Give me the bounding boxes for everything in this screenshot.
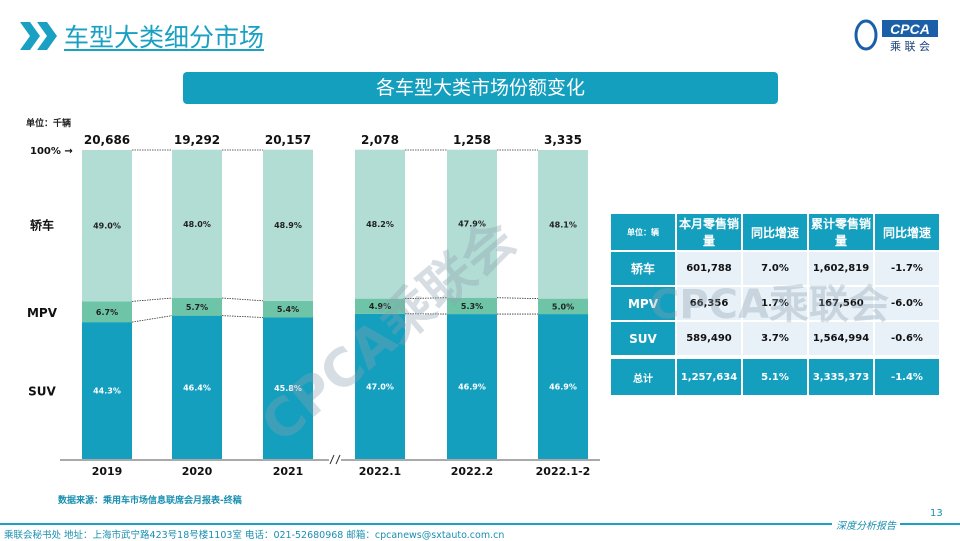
cell: 1,257,634 <box>677 359 741 395</box>
header-cell: 单位：辆 <box>611 214 675 250</box>
data-label: 44.3% <box>93 387 121 396</box>
total-label: 1,258 <box>453 133 491 147</box>
cell: 589,490 <box>677 322 741 355</box>
data-label: 48.2% <box>366 220 394 229</box>
row-label: 轿车 <box>611 252 675 285</box>
data-label: 47.0% <box>366 382 394 391</box>
data-label: 48.0% <box>183 220 211 229</box>
row-label: 轿车 <box>30 218 54 233</box>
data-label: 45.8% <box>274 384 302 393</box>
data-source: 数据来源：乘用车市场信息联席会月报表-终稿 <box>58 493 242 506</box>
page-number: 13 <box>930 508 943 519</box>
x-tick-label: 2019 <box>92 465 123 475</box>
connector-line <box>132 298 172 301</box>
row-label: 总计 <box>611 359 675 395</box>
data-label: 46.9% <box>549 383 577 392</box>
total-label: 20,157 <box>265 133 311 147</box>
page-title: 车型大类细分市场 <box>64 18 264 54</box>
data-label: 47.9% <box>458 220 486 229</box>
cell: -1.4% <box>875 359 939 395</box>
cell: 1,564,994 <box>809 322 873 355</box>
total-label: 3,335 <box>544 133 582 147</box>
table-header: 单位：辆 本月零售销量 同比增速 累计零售销量 同比增速 <box>611 214 939 250</box>
chevron-icon <box>20 22 60 50</box>
footer-address: 乘联会秘书处 地址：上海市武宁路423号18号楼1103室 电话：021-526… <box>4 527 504 541</box>
report-label: 深度分析报告 <box>832 517 900 532</box>
x-tick-label: 2020 <box>182 465 213 475</box>
svg-text:乘 联 会: 乘 联 会 <box>890 40 930 52</box>
cell: 1,602,819 <box>809 252 873 285</box>
cell: 3,335,373 <box>809 359 873 395</box>
cpca-logo: CPCA 乘 联 会 <box>852 18 940 52</box>
svg-text:CPCA: CPCA <box>890 21 930 37</box>
data-label: 5.0% <box>552 302 574 311</box>
total-label: 20,686 <box>84 133 130 147</box>
cell: 66,356 <box>677 287 741 320</box>
cell: -1.7% <box>875 252 939 285</box>
data-label: 5.3% <box>461 302 483 311</box>
row-label: SUV <box>28 385 56 399</box>
cell: 1.7% <box>743 287 807 320</box>
connector-line <box>405 298 447 299</box>
x-tick-label: 2022.2 <box>451 465 493 475</box>
cell: 601,788 <box>677 252 741 285</box>
data-label: 49.0% <box>93 222 121 231</box>
cell: -6.0% <box>875 287 939 320</box>
x-tick-label: 2022.1-2 <box>536 465 591 475</box>
data-label: 48.9% <box>274 221 302 230</box>
data-label: 46.4% <box>183 383 211 392</box>
cell: -0.6% <box>875 322 939 355</box>
data-label: 5.7% <box>186 303 208 312</box>
header-cell: 累计零售销量 <box>809 214 873 250</box>
connector-line <box>222 298 263 301</box>
x-tick-label: 2021 <box>273 465 304 475</box>
row-label: MPV <box>27 306 58 320</box>
data-label: 4.9% <box>369 302 391 311</box>
stacked-bar-chart: 44.3% 6.7% 49.0% 20,686 2019 46.4% 5.7% 48.0% 19… <box>0 125 600 475</box>
row-label: SUV <box>611 322 675 355</box>
data-label: 48.1% <box>549 220 577 229</box>
data-label: 6.7% <box>96 308 118 317</box>
cell: 167,560 <box>809 287 873 320</box>
total-label: 19,292 <box>174 133 220 147</box>
cell: 5.1% <box>743 359 807 395</box>
connector-line <box>497 298 538 299</box>
top-label: 100% → <box>30 146 73 157</box>
cell: 7.0% <box>743 252 807 285</box>
x-tick-label: 2022.1 <box>359 465 401 475</box>
section-banner: 各车型大类市场份额变化 <box>183 72 778 104</box>
row-label: MPV <box>611 287 675 320</box>
header-cell: 本月零售销量 <box>677 214 741 250</box>
header-cell: 同比增速 <box>743 214 807 250</box>
data-label: 5.4% <box>277 305 299 314</box>
total-label: 2,078 <box>361 133 399 147</box>
data-label: 46.9% <box>458 383 486 392</box>
header-cell: 同比增速 <box>875 214 939 250</box>
footer-divider <box>0 523 960 525</box>
cell: 3.7% <box>743 322 807 355</box>
connector-line <box>222 316 263 318</box>
connector-line <box>132 316 172 322</box>
